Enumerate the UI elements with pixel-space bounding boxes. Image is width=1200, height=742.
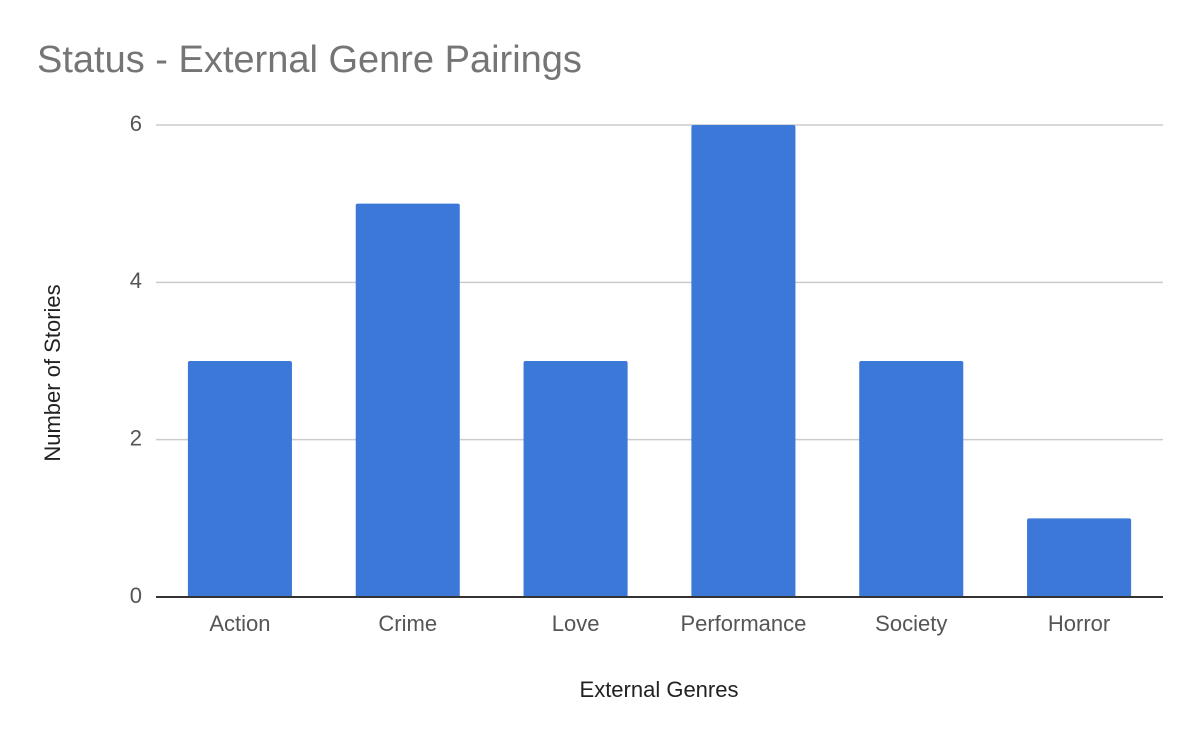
bar (355, 203, 460, 597)
y-tick-label: 4 (130, 268, 142, 293)
bar (859, 361, 964, 597)
x-tick-label: Action (209, 611, 270, 636)
chart-title: Status - External Genre Pairings (37, 39, 582, 81)
bar (523, 361, 628, 597)
x-tick-label: Love (552, 611, 600, 636)
x-tick-label: Society (875, 611, 947, 636)
x-tick-label: Horror (1048, 611, 1110, 636)
x-tick-label: Crime (378, 611, 437, 636)
bar (1027, 518, 1132, 597)
y-tick-label: 6 (130, 111, 142, 136)
x-axis-label: External Genres (580, 677, 739, 702)
y-axis-label: Number of Stories (40, 284, 65, 461)
y-tick-label: 2 (130, 425, 142, 450)
y-tick-label: 0 (130, 583, 142, 608)
bar (187, 361, 292, 597)
bar (691, 125, 796, 597)
x-tick-label: Performance (680, 611, 806, 636)
